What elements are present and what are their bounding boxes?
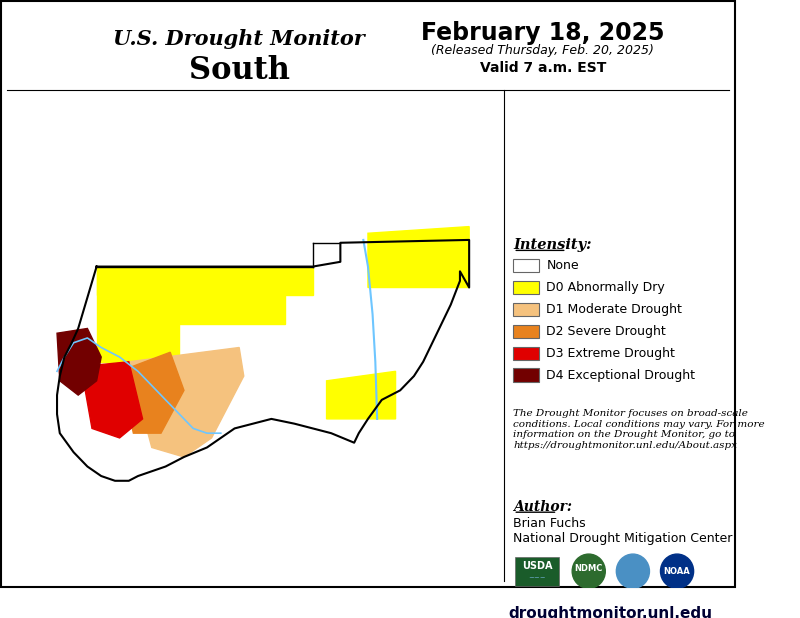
Polygon shape [129,347,244,457]
Text: D2 Severe Drought: D2 Severe Drought [546,325,666,338]
Text: ~~~: ~~~ [529,575,546,581]
Text: D1 Moderate Drought: D1 Moderate Drought [546,303,682,316]
Text: NOAA: NOAA [664,567,690,576]
Bar [514,259,539,273]
Bar [514,368,539,382]
Text: National Drought Mitigation Center: National Drought Mitigation Center [514,532,733,545]
Text: NDMC: NDMC [574,564,603,573]
Circle shape [661,554,694,588]
Text: D4 Exceptional Drought: D4 Exceptional Drought [546,368,695,381]
Bar [515,557,559,585]
Text: Valid 7 a.m. EST: Valid 7 a.m. EST [479,61,606,75]
Polygon shape [97,266,313,295]
Text: (Released Thursday, Feb. 20, 2025): (Released Thursday, Feb. 20, 2025) [431,44,654,57]
Bar [514,303,539,316]
Bar [514,324,539,338]
Text: droughtmonitor.unl.edu: droughtmonitor.unl.edu [508,606,712,618]
Text: The Drought Monitor focuses on broad-scale
conditions. Local conditions may vary: The Drought Monitor focuses on broad-sca… [514,409,765,449]
Bar [514,347,539,360]
Circle shape [616,554,650,588]
Polygon shape [81,362,142,438]
Text: Brian Fuchs: Brian Fuchs [514,517,586,530]
Polygon shape [97,266,179,362]
Text: None: None [546,259,579,272]
Bar [514,281,539,294]
Polygon shape [368,227,469,287]
Circle shape [572,554,606,588]
Text: February 18, 2025: February 18, 2025 [421,21,665,45]
Polygon shape [57,328,101,395]
Polygon shape [179,266,285,324]
Polygon shape [119,352,184,433]
Polygon shape [326,371,395,419]
Text: USDA: USDA [522,562,553,572]
Polygon shape [57,240,469,481]
Text: U.S. Drought Monitor: U.S. Drought Monitor [114,28,365,49]
Text: Intensity:: Intensity: [514,238,592,252]
Text: South: South [189,55,290,87]
Text: D3 Extreme Drought: D3 Extreme Drought [546,347,675,360]
Text: D0 Abnormally Dry: D0 Abnormally Dry [546,281,665,294]
Text: Author:: Author: [514,500,572,514]
